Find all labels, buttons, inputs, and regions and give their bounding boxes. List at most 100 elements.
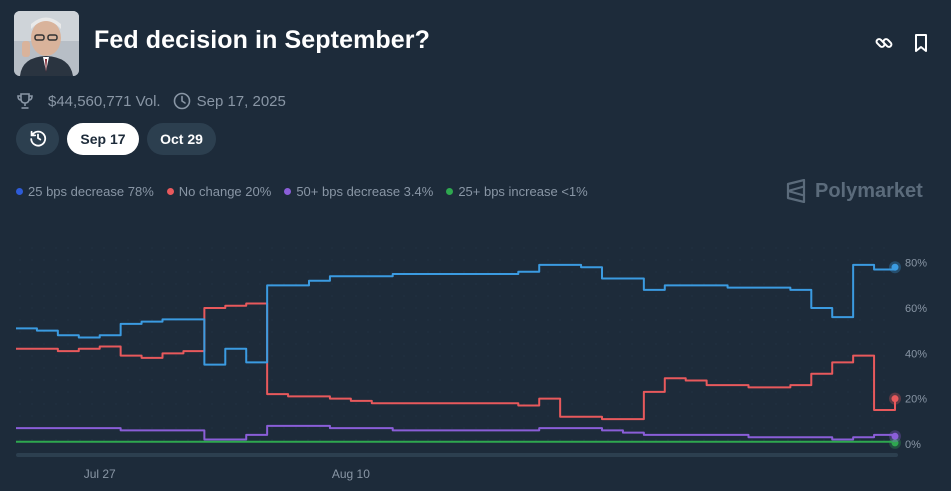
background-dot [103, 355, 105, 357]
background-dot [319, 307, 321, 309]
background-dot [127, 283, 129, 285]
background-dot [715, 319, 717, 321]
background-dot [763, 295, 765, 297]
background-dot [427, 247, 429, 249]
background-dot [115, 319, 117, 321]
background-dot [415, 379, 417, 381]
background-dot [523, 415, 525, 417]
background-dot [787, 391, 789, 393]
background-dot [79, 343, 81, 345]
background-dot [511, 283, 513, 285]
background-dot [67, 247, 69, 249]
date-chip-sep-17[interactable]: Sep 17 [67, 123, 139, 155]
background-dot [631, 283, 633, 285]
background-dot [31, 379, 33, 381]
background-dot [799, 307, 801, 309]
background-dot [187, 403, 189, 405]
background-dot [643, 271, 645, 273]
background-dot [427, 439, 429, 441]
background-dot [499, 259, 501, 261]
background-dot [127, 367, 129, 369]
background-dot [331, 331, 333, 333]
background-dot [247, 379, 249, 381]
background-dot [511, 391, 513, 393]
background-dot [343, 331, 345, 333]
background-dot [691, 295, 693, 297]
background-dot [847, 343, 849, 345]
background-dot [199, 403, 201, 405]
history-button[interactable] [16, 123, 59, 155]
background-dot [211, 331, 213, 333]
background-dot [271, 271, 273, 273]
background-dot [787, 439, 789, 441]
background-dot [739, 427, 741, 429]
background-dot [343, 379, 345, 381]
link-icon[interactable] [873, 32, 895, 54]
background-dot [91, 295, 93, 297]
series-line [16, 424, 896, 441]
background-dot [859, 259, 861, 261]
background-dot [583, 343, 585, 345]
background-dot [427, 343, 429, 345]
background-dot [751, 403, 753, 405]
background-dot [163, 271, 165, 273]
background-dot [691, 271, 693, 273]
bookmark-icon[interactable] [910, 32, 932, 54]
background-dot [691, 283, 693, 285]
background-dot [523, 379, 525, 381]
background-dot [823, 331, 825, 333]
background-dot [427, 331, 429, 333]
background-dot [355, 307, 357, 309]
background-dot [859, 307, 861, 309]
background-dot [739, 439, 741, 441]
background-dot [331, 355, 333, 357]
background-dot [163, 367, 165, 369]
background-dot [595, 331, 597, 333]
background-dot [607, 427, 609, 429]
background-dot [199, 439, 201, 441]
background-dot [235, 271, 237, 273]
background-dot [307, 415, 309, 417]
background-dot [643, 355, 645, 357]
background-dot [391, 439, 393, 441]
date-chip-oct-29[interactable]: Oct 29 [147, 123, 216, 155]
background-dot [811, 283, 813, 285]
chart-scrollbar[interactable] [16, 453, 898, 457]
background-dot [823, 391, 825, 393]
background-dot [703, 331, 705, 333]
background-dot [739, 283, 741, 285]
background-dot [379, 331, 381, 333]
background-dot [223, 271, 225, 273]
background-dot [415, 367, 417, 369]
background-dot [55, 367, 57, 369]
background-dot [823, 439, 825, 441]
background-dot [463, 439, 465, 441]
background-dot [343, 403, 345, 405]
background-dot [571, 379, 573, 381]
background-dot [547, 247, 549, 249]
background-dot [163, 439, 165, 441]
background-dot [91, 283, 93, 285]
background-dot [703, 247, 705, 249]
background-dot [727, 367, 729, 369]
background-dot [67, 403, 69, 405]
background-dot [355, 355, 357, 357]
history-icon [29, 129, 47, 150]
background-dot [67, 343, 69, 345]
background-dot [439, 355, 441, 357]
background-dot [763, 271, 765, 273]
background-dot [859, 271, 861, 273]
background-dot [475, 391, 477, 393]
background-dot [235, 319, 237, 321]
background-dot [439, 283, 441, 285]
background-dot [223, 367, 225, 369]
background-dot [235, 367, 237, 369]
background-dot [607, 439, 609, 441]
background-dot [235, 331, 237, 333]
legend-item-25-bps-decrease: 25 bps decrease 78% [16, 184, 154, 199]
background-dot [379, 271, 381, 273]
background-dot [715, 331, 717, 333]
background-dot [343, 295, 345, 297]
background-dot [19, 439, 21, 441]
background-dot [607, 355, 609, 357]
